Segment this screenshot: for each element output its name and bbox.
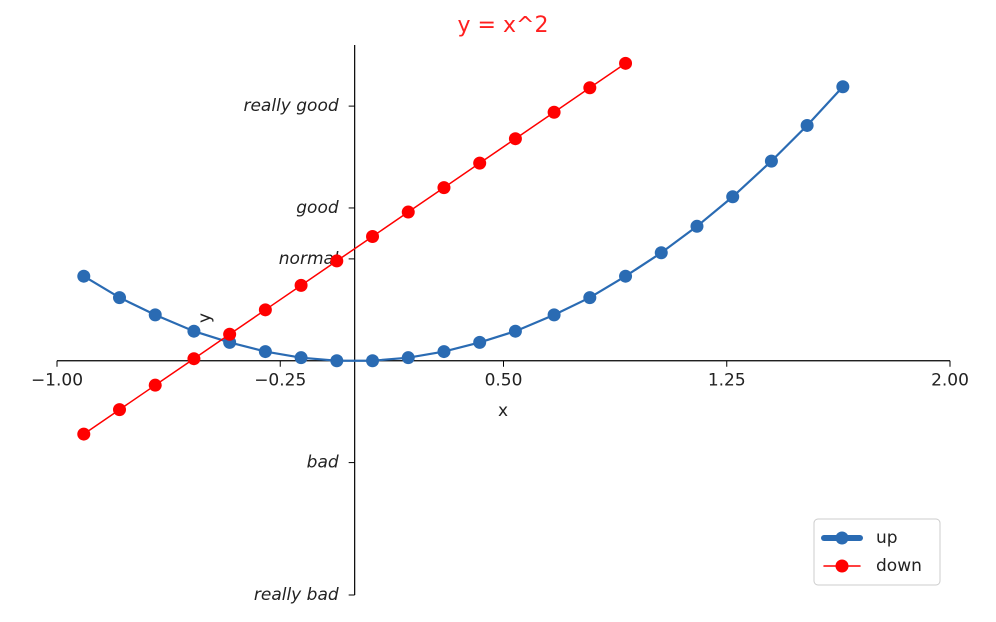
series-marker <box>800 118 814 132</box>
series-marker <box>437 181 451 195</box>
x-tick-label: −0.25 <box>254 371 306 391</box>
series-marker <box>187 352 201 366</box>
series-marker <box>148 308 162 322</box>
series-marker <box>473 156 487 170</box>
series-marker <box>508 132 522 146</box>
series-marker <box>473 335 487 349</box>
series-marker <box>77 269 91 283</box>
y-tick-label: good <box>296 198 339 218</box>
series-marker <box>294 278 308 292</box>
series-marker <box>113 291 127 305</box>
y-tick-label: really good <box>243 96 338 116</box>
series-marker <box>187 324 201 338</box>
series-marker <box>619 56 633 70</box>
series-marker <box>619 269 633 283</box>
y-tick-label: normal <box>279 249 339 269</box>
series-marker <box>330 254 344 268</box>
series-marker <box>401 205 415 219</box>
series-marker <box>583 291 597 305</box>
series-line <box>83 86 844 362</box>
chart-title: y = x^2 <box>458 13 549 38</box>
series-marker <box>547 308 561 322</box>
legend-label: down <box>876 556 922 576</box>
y-axis-label: y <box>195 313 215 323</box>
series-line <box>83 62 626 435</box>
series-marker <box>726 190 740 204</box>
series-marker <box>330 354 344 368</box>
series-marker <box>258 345 272 359</box>
x-tick-label: 1.25 <box>708 371 746 391</box>
x-axis-label: x <box>498 401 508 421</box>
series-marker <box>508 324 522 338</box>
x-tick-label: 2.00 <box>931 371 969 391</box>
series-marker <box>294 351 308 365</box>
legend-label: up <box>876 528 898 548</box>
x-tick-label: −1.00 <box>31 371 83 391</box>
series-marker <box>836 80 850 94</box>
series-marker <box>148 378 162 392</box>
legend-marker <box>835 559 849 573</box>
series-marker <box>654 246 668 260</box>
series-marker <box>583 81 597 95</box>
series-marker <box>437 345 451 359</box>
series-marker <box>764 154 778 168</box>
y-tick-label: bad <box>307 453 339 473</box>
series-marker <box>547 105 561 119</box>
series-marker <box>223 327 237 341</box>
legend-marker <box>835 531 849 545</box>
series-marker <box>366 354 380 368</box>
series-marker <box>77 427 91 441</box>
y-tick-label: really bad <box>254 585 339 605</box>
series-marker <box>258 303 272 317</box>
series-marker <box>113 403 127 417</box>
series-marker <box>690 219 704 233</box>
x-tick-label: 0.50 <box>485 371 523 391</box>
series-marker <box>366 229 380 243</box>
series-marker <box>401 351 415 365</box>
